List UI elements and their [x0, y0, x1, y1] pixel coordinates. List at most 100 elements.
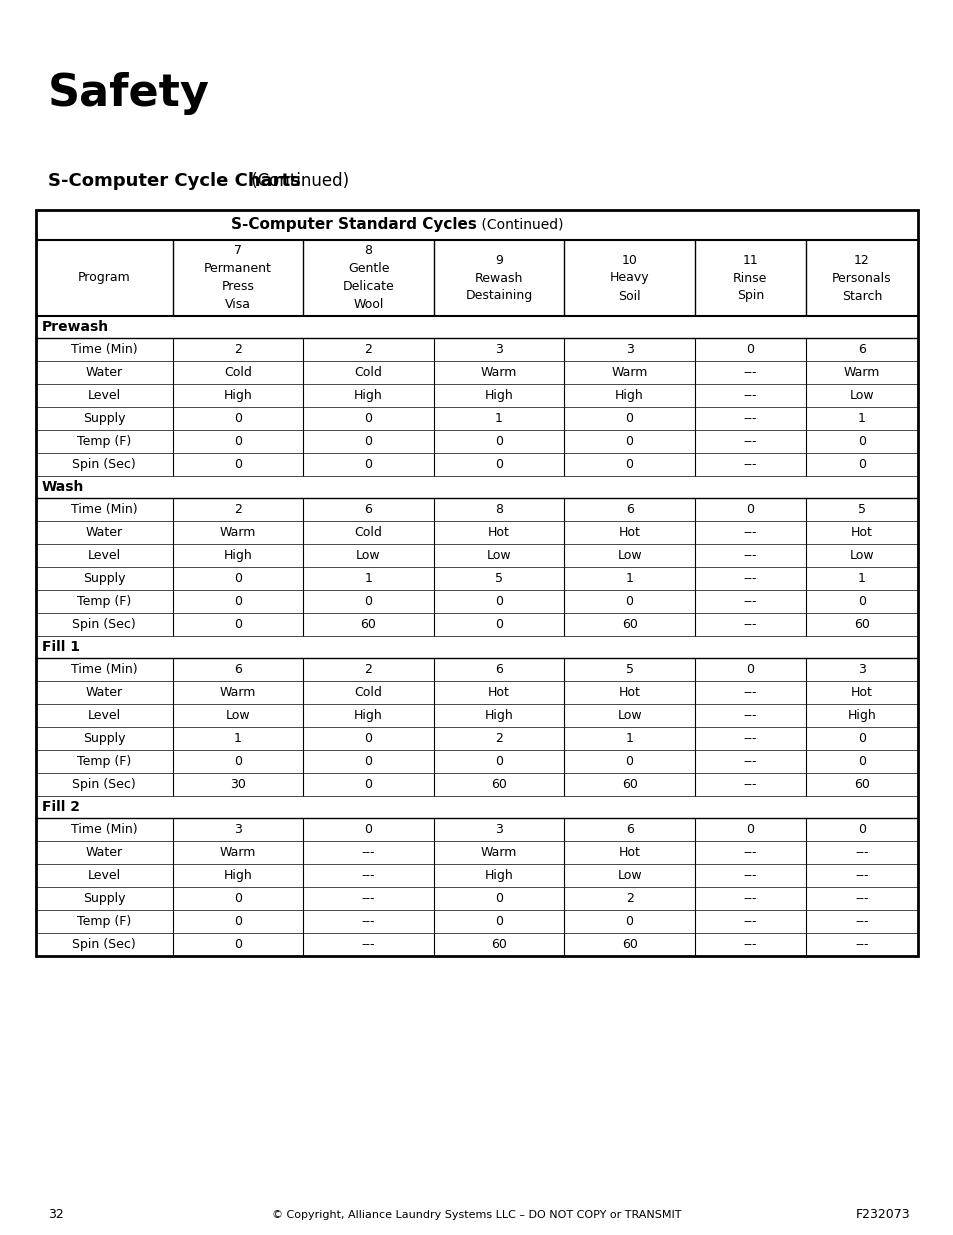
Text: 0: 0 [495, 618, 502, 631]
Text: 0: 0 [495, 755, 502, 768]
Text: Level: Level [88, 869, 121, 882]
Text: Temp (F): Temp (F) [77, 915, 132, 927]
Text: Low: Low [617, 550, 641, 562]
Text: (Continued): (Continued) [246, 172, 349, 190]
Text: 60: 60 [853, 618, 869, 631]
Text: Spin (Sec): Spin (Sec) [72, 778, 136, 790]
Text: 2: 2 [625, 892, 633, 905]
Text: Wash: Wash [42, 480, 84, 494]
Text: ---: --- [743, 709, 757, 722]
Text: Cold: Cold [355, 685, 382, 699]
Text: 3: 3 [625, 343, 633, 356]
Text: 0: 0 [625, 915, 633, 927]
Text: Level: Level [88, 709, 121, 722]
Text: S-Computer Cycle Charts: S-Computer Cycle Charts [48, 172, 300, 190]
Text: 0: 0 [233, 618, 242, 631]
Text: Low: Low [617, 709, 641, 722]
Text: ---: --- [854, 846, 868, 860]
Text: 3: 3 [495, 343, 502, 356]
Text: © Copyright, Alliance Laundry Systems LLC – DO NOT COPY or TRANSMIT: © Copyright, Alliance Laundry Systems LL… [272, 1210, 681, 1220]
Text: High: High [223, 869, 253, 882]
Text: 1: 1 [625, 572, 633, 585]
Text: Time (Min): Time (Min) [71, 663, 137, 676]
Text: Water: Water [86, 685, 123, 699]
Text: ---: --- [743, 939, 757, 951]
Text: S-Computer Standard Cycles: S-Computer Standard Cycles [231, 217, 476, 232]
Text: ---: --- [854, 892, 868, 905]
Text: Supply: Supply [83, 572, 126, 585]
Text: ---: --- [743, 915, 757, 927]
Text: 5: 5 [857, 503, 865, 516]
Text: High: High [615, 389, 643, 403]
Text: 0: 0 [364, 778, 372, 790]
Text: Time (Min): Time (Min) [71, 343, 137, 356]
Text: Hot: Hot [618, 526, 639, 538]
Text: 0: 0 [745, 663, 754, 676]
Text: ---: --- [743, 526, 757, 538]
Text: 0: 0 [857, 823, 865, 836]
Text: 1: 1 [233, 732, 242, 745]
Text: 0: 0 [745, 343, 754, 356]
Text: Low: Low [226, 709, 250, 722]
Text: Warm: Warm [611, 366, 647, 379]
Text: 60: 60 [491, 778, 506, 790]
Text: Warm: Warm [480, 366, 517, 379]
Text: Spin (Sec): Spin (Sec) [72, 458, 136, 471]
Text: Cold: Cold [355, 526, 382, 538]
Text: 0: 0 [233, 572, 242, 585]
Text: Hot: Hot [488, 526, 510, 538]
Text: 1: 1 [857, 572, 865, 585]
Text: 2: 2 [364, 343, 372, 356]
Text: ---: --- [743, 732, 757, 745]
Text: High: High [846, 709, 876, 722]
Text: 0: 0 [625, 755, 633, 768]
Text: ---: --- [743, 366, 757, 379]
Text: 1: 1 [495, 412, 502, 425]
Text: 0: 0 [233, 939, 242, 951]
Text: 60: 60 [853, 778, 869, 790]
Text: Spin (Sec): Spin (Sec) [72, 939, 136, 951]
Text: 0: 0 [233, 595, 242, 608]
Text: 60: 60 [621, 778, 637, 790]
Text: Program: Program [78, 272, 131, 284]
Text: 0: 0 [495, 458, 502, 471]
Text: 0: 0 [625, 435, 633, 448]
Text: Warm: Warm [219, 846, 256, 860]
Text: Hot: Hot [850, 526, 872, 538]
Text: 0: 0 [233, 412, 242, 425]
Text: 0: 0 [857, 435, 865, 448]
Text: 0: 0 [233, 892, 242, 905]
Text: Hot: Hot [618, 685, 639, 699]
Text: 7
Permanent
Press
Visa: 7 Permanent Press Visa [204, 245, 272, 311]
Text: 3: 3 [495, 823, 502, 836]
Text: 60: 60 [360, 618, 376, 631]
Text: Low: Low [617, 869, 641, 882]
Text: ---: --- [743, 846, 757, 860]
Text: Supply: Supply [83, 732, 126, 745]
Text: 3: 3 [233, 823, 242, 836]
Text: Hot: Hot [618, 846, 639, 860]
Text: 0: 0 [495, 595, 502, 608]
Text: F232073: F232073 [855, 1209, 909, 1221]
Text: 9
Rewash
Destaining: 9 Rewash Destaining [465, 253, 532, 303]
Text: ---: --- [361, 939, 375, 951]
Text: 0: 0 [495, 892, 502, 905]
Text: 2: 2 [364, 663, 372, 676]
Text: 0: 0 [625, 412, 633, 425]
Text: Level: Level [88, 389, 121, 403]
Text: Warm: Warm [842, 366, 880, 379]
Text: Low: Low [849, 389, 873, 403]
Bar [36, 210, 917, 956]
Text: Low: Low [849, 550, 873, 562]
Text: ---: --- [854, 915, 868, 927]
Text: 0: 0 [364, 823, 372, 836]
Text: 6: 6 [495, 663, 502, 676]
Text: Temp (F): Temp (F) [77, 595, 132, 608]
Text: Hot: Hot [488, 685, 510, 699]
Text: 60: 60 [621, 939, 637, 951]
Text: Prewash: Prewash [42, 320, 109, 333]
Text: 0: 0 [364, 755, 372, 768]
Text: 0: 0 [364, 458, 372, 471]
Text: ---: --- [743, 435, 757, 448]
Text: ---: --- [743, 685, 757, 699]
